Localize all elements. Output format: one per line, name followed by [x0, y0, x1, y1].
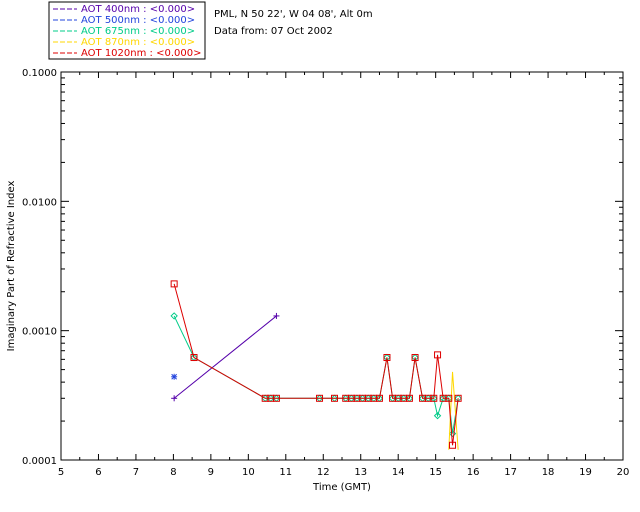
x-axis-label: Time (GMT) [312, 482, 371, 493]
x-tick-label: 11 [279, 467, 292, 478]
series-line [173, 283, 459, 446]
legend-label: AOT 870nm : <0.000> [81, 37, 195, 48]
legend-entry: AOT 400nm : <0.000> [53, 4, 195, 15]
data-point [170, 312, 178, 320]
y-tick-label: 0.0001 [22, 456, 57, 467]
data-point [383, 354, 391, 362]
plot-frame [60, 71, 624, 461]
legend-label: AOT 500nm : <0.000> [81, 15, 195, 26]
data-point [433, 412, 442, 420]
y-tick-label: 0.0010 [22, 327, 57, 338]
series-3 [448, 371, 459, 450]
x-axis: 5 6 7 8 9 10 11 12 13 14 15 16 17 18 19 20 [58, 72, 630, 478]
x-tick-label: 17 [504, 467, 517, 478]
data-point [411, 354, 419, 362]
x-tick-label: 19 [579, 467, 592, 478]
legend: AOT 400nm : <0.000>AOT 500nm : <0.000>AO… [53, 4, 201, 59]
series-2 [170, 312, 462, 438]
series-layer [170, 280, 462, 450]
x-tick-label: 14 [392, 467, 405, 478]
x-tick-label: 16 [467, 467, 480, 478]
series-line [173, 315, 459, 434]
data-point [272, 394, 280, 402]
x-tick-label: 12 [317, 467, 330, 478]
x-tick-label: 10 [242, 467, 255, 478]
x-tick-label: 7 [133, 467, 139, 478]
x-tick-label: 9 [208, 467, 214, 478]
data-point [375, 394, 383, 402]
x-tick-label: 20 [617, 467, 630, 478]
legend-entry: AOT 675nm : <0.000> [53, 26, 195, 37]
data-point [171, 373, 178, 380]
legend-label: AOT 675nm : <0.000> [81, 26, 195, 37]
legend-entry: AOT 870nm : <0.000> [53, 37, 195, 48]
y-tick-label: 0.1000 [22, 68, 57, 79]
data-point [405, 394, 413, 402]
legend-label: AOT 1020nm : <0.000> [81, 48, 201, 59]
series-line [448, 371, 459, 450]
info-line-location: PML, N 50 22', W 04 08', Alt 0m [214, 9, 373, 20]
x-tick-label: 18 [542, 467, 555, 478]
data-point [434, 351, 442, 359]
data-point [171, 395, 178, 402]
data-point [449, 441, 457, 449]
y-tick-label: 0.0100 [22, 197, 57, 208]
legend-entry: AOT 1020nm : <0.000> [53, 48, 201, 59]
series-0 [171, 312, 280, 402]
info-line-date: Data from: 07 Oct 2002 [214, 26, 333, 37]
data-point [316, 394, 324, 402]
x-tick-label: 15 [429, 467, 442, 478]
data-point [430, 394, 438, 402]
series-1 [171, 373, 178, 380]
x-tick-label: 6 [95, 467, 101, 478]
data-point [454, 394, 462, 402]
y-axis-label: Imaginary Part of Refractive Index [6, 181, 17, 352]
data-point [190, 354, 198, 362]
data-point [445, 394, 453, 402]
series-4 [170, 280, 462, 449]
data-point [331, 394, 339, 402]
legend-entry: AOT 500nm : <0.000> [53, 15, 195, 26]
x-tick-label: 13 [354, 467, 367, 478]
x-tick-label: 5 [58, 467, 64, 478]
y-axis: 0.0001 0.0010 0.0100 0.1000 [22, 68, 623, 467]
legend-label: AOT 400nm : <0.000> [81, 4, 195, 15]
data-point [170, 280, 178, 288]
series-line [173, 315, 277, 399]
data-point [273, 312, 280, 319]
x-tick-label: 8 [170, 467, 176, 478]
